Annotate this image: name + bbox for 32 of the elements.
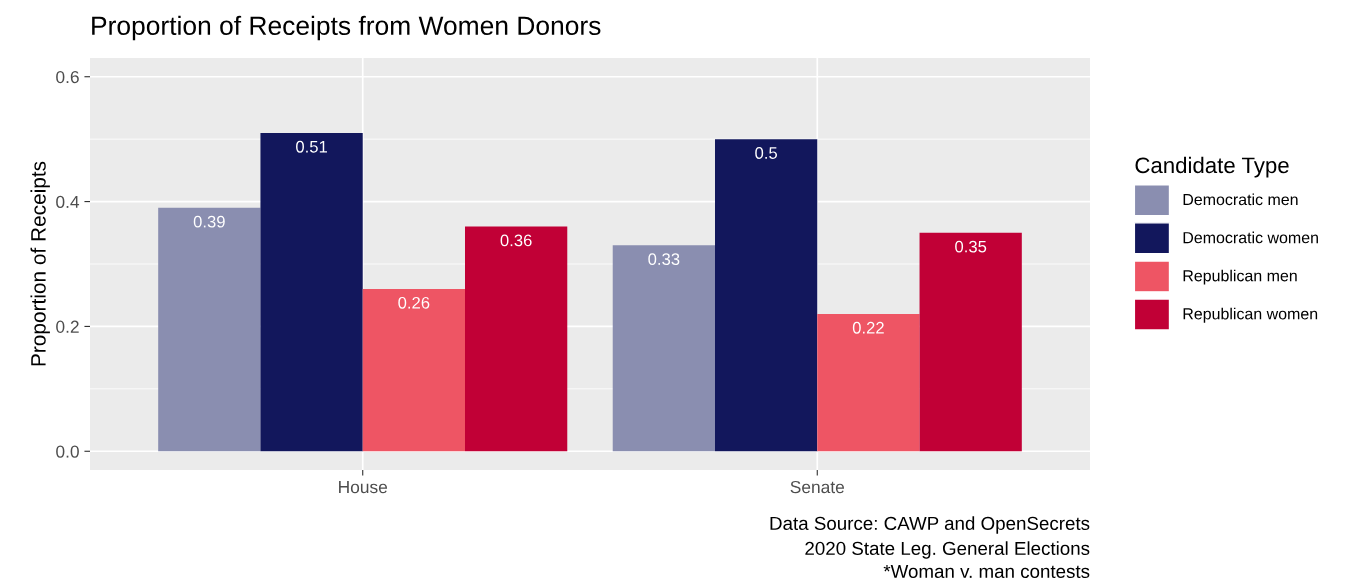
bar	[919, 232, 1022, 452]
legend-label: Republican women	[1183, 307, 1318, 323]
legend-title: Candidate Type	[1135, 156, 1289, 178]
data-label: 0.22	[852, 321, 884, 334]
data-label: 0.33	[648, 253, 680, 266]
legend-label: Democratic men	[1183, 193, 1298, 206]
bar	[260, 132, 363, 452]
data-label: 0.35	[955, 240, 987, 253]
bar	[465, 226, 568, 452]
x-tick-label: Senate	[790, 480, 845, 494]
y-tick-label: 0.0	[56, 445, 79, 458]
legend-label: Republican men	[1183, 269, 1297, 285]
legend-label: Democratic women	[1183, 231, 1318, 244]
text: 2020 State Leg. General Elections	[805, 541, 1090, 559]
bar	[715, 139, 818, 452]
data-label: 0.39	[193, 215, 225, 228]
y-tick-label: 0.2	[56, 320, 79, 333]
x-tick-label: House	[339, 481, 388, 494]
data-label: 0.36	[500, 234, 532, 247]
bar	[362, 288, 465, 452]
y-tick-label: 0.4	[56, 195, 80, 209]
y-tick-label: 0.6	[56, 70, 79, 84]
data-label: 0.5	[755, 147, 778, 159]
data-label: 0.51	[296, 140, 327, 153]
bar	[158, 207, 261, 452]
bar	[612, 245, 715, 452]
text: *Woman v. man contests	[883, 564, 1090, 579]
data-label: 0.26	[398, 296, 430, 309]
chart-title: Proportion of Receipts from Women Donors	[92, 15, 601, 41]
y-axis-title: Proportion of Receipts	[30, 161, 50, 366]
bar	[817, 313, 920, 452]
source-note: Data Source: CAWP and OpenSecrets	[770, 516, 1090, 534]
